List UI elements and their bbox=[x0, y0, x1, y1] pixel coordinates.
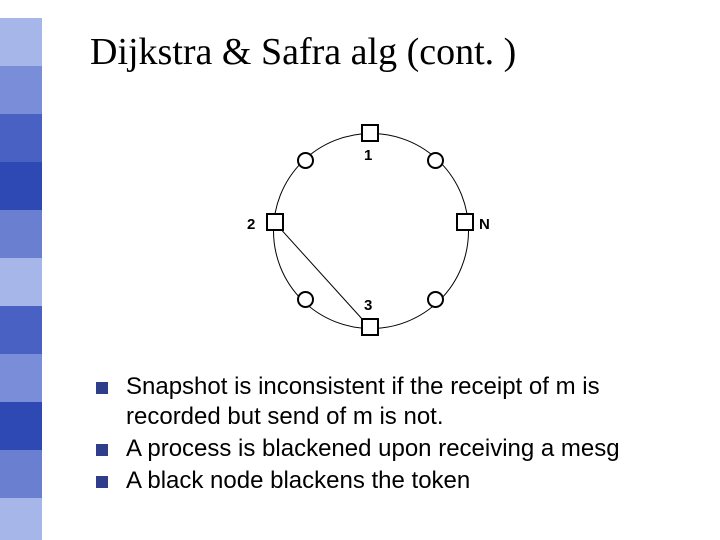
sidebar-block bbox=[0, 498, 42, 540]
node-label: 3 bbox=[364, 297, 372, 314]
bullet-text: Snapshot is inconsistent if the receipt … bbox=[126, 372, 696, 432]
bullet-marker-icon bbox=[96, 382, 108, 394]
bullet-list: Snapshot is inconsistent if the receipt … bbox=[96, 372, 696, 498]
sidebar-block bbox=[0, 258, 42, 306]
sidebar-block bbox=[0, 114, 42, 162]
sidebar-block bbox=[0, 210, 42, 258]
slide-title: Dijkstra & Safra alg (cont. ) bbox=[90, 30, 516, 74]
sidebar-decoration bbox=[0, 0, 42, 540]
node-label: 1 bbox=[364, 147, 372, 164]
bullet-item: A black node blackens the token bbox=[96, 466, 696, 496]
bullet-item: A process is blackened upon receiving a … bbox=[96, 434, 696, 464]
node-square bbox=[361, 318, 379, 336]
bullet-item: Snapshot is inconsistent if the receipt … bbox=[96, 372, 696, 432]
bullet-text: A black node blackens the token bbox=[126, 466, 470, 496]
bullet-text: A process is blackened upon receiving a … bbox=[126, 434, 620, 464]
sidebar-block bbox=[0, 402, 42, 450]
sidebar-block bbox=[0, 162, 42, 210]
bullet-marker-icon bbox=[96, 444, 108, 456]
node-square bbox=[456, 213, 474, 231]
node-square bbox=[361, 124, 379, 142]
sidebar-block bbox=[0, 306, 42, 354]
slide: Dijkstra & Safra alg (cont. ) 1 2 3 N Snaps… bbox=[0, 0, 720, 540]
sidebar-block bbox=[0, 18, 42, 66]
node-circle bbox=[297, 152, 314, 169]
bullet-marker-icon bbox=[96, 476, 108, 488]
node-label: N bbox=[479, 216, 490, 233]
node-circle bbox=[427, 152, 444, 169]
sidebar-block bbox=[0, 66, 42, 114]
node-circle bbox=[427, 291, 444, 308]
node-circle bbox=[297, 291, 314, 308]
ring-diagram: 1 2 3 N bbox=[240, 110, 500, 350]
sidebar-block bbox=[0, 450, 42, 498]
sidebar-block bbox=[0, 354, 42, 402]
node-label: 2 bbox=[247, 216, 255, 233]
node-square bbox=[266, 213, 284, 231]
